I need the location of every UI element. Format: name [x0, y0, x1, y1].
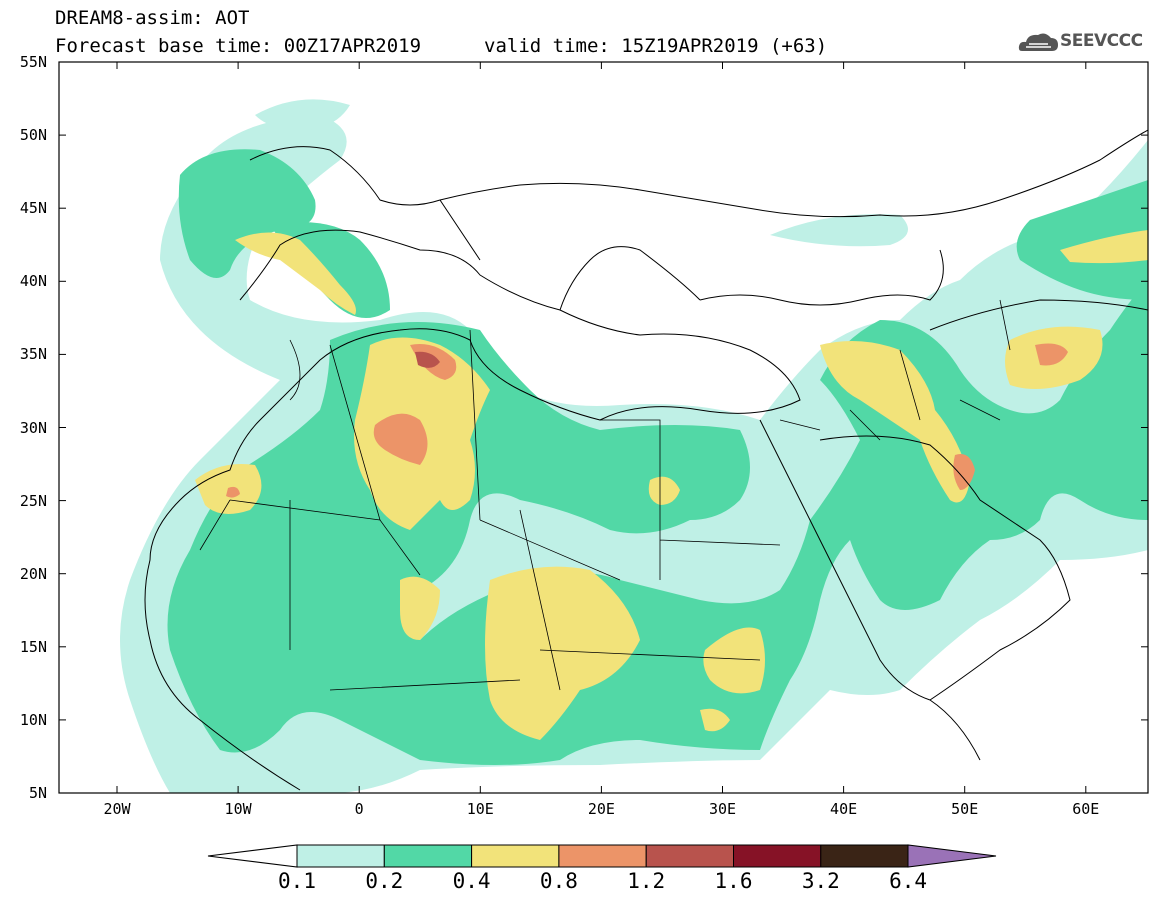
lat-label: 20N	[19, 564, 47, 583]
lon-label: 10E	[466, 800, 494, 818]
lon-label: 40E	[830, 800, 858, 818]
lat-label: 55N	[19, 53, 47, 71]
colorbar-label: 1.2	[627, 869, 666, 893]
lon-label: 20E	[587, 800, 615, 818]
lon-label: 10W	[224, 800, 252, 818]
aot-band-1.2	[415, 351, 440, 368]
lat-label: 25N	[19, 491, 47, 510]
colorbar-label: 3.2	[801, 869, 840, 893]
colorbar-label: 6.4	[889, 869, 928, 893]
lat-label: 50N	[19, 126, 47, 145]
colorbar-label: 0.8	[539, 869, 578, 893]
cloud-logo-icon	[1018, 33, 1058, 51]
lon-label: 60E	[1072, 800, 1100, 818]
lon-label: 20W	[103, 800, 131, 818]
lat-label: 40N	[19, 272, 47, 291]
country-borders	[199, 299, 1011, 691]
lat-label: 5N	[28, 784, 47, 802]
coastlines	[144, 129, 1148, 791]
colorbar-label: 0.2	[365, 869, 404, 893]
lat-label: 30N	[19, 418, 47, 437]
lon-ticks	[116, 62, 1087, 793]
colorbar-label: 0.1	[278, 869, 316, 893]
logo-text: SEEVCCC	[1060, 31, 1143, 51]
forecast-base-time: Forecast base time: 00Z17APR2019	[55, 35, 422, 57]
lon-label: 50E	[951, 800, 979, 818]
valid-time: valid time: 15Z19APR2019 (+63)	[484, 35, 828, 57]
lat-label: 35N	[19, 345, 47, 364]
lat-label: 45N	[19, 199, 47, 218]
aot-band-0.4	[195, 230, 1148, 740]
lat-ticks	[59, 61, 1148, 794]
lat-label: 15N	[19, 637, 47, 656]
colorbar-label: 0.4	[452, 869, 491, 893]
product-title: DREAM8-assim: AOT	[55, 7, 250, 29]
lat-label: 10N	[19, 710, 47, 729]
lon-label: 0	[354, 800, 364, 818]
colorbar-label: 1.6	[714, 869, 753, 893]
lon-label: 30E	[708, 800, 737, 818]
